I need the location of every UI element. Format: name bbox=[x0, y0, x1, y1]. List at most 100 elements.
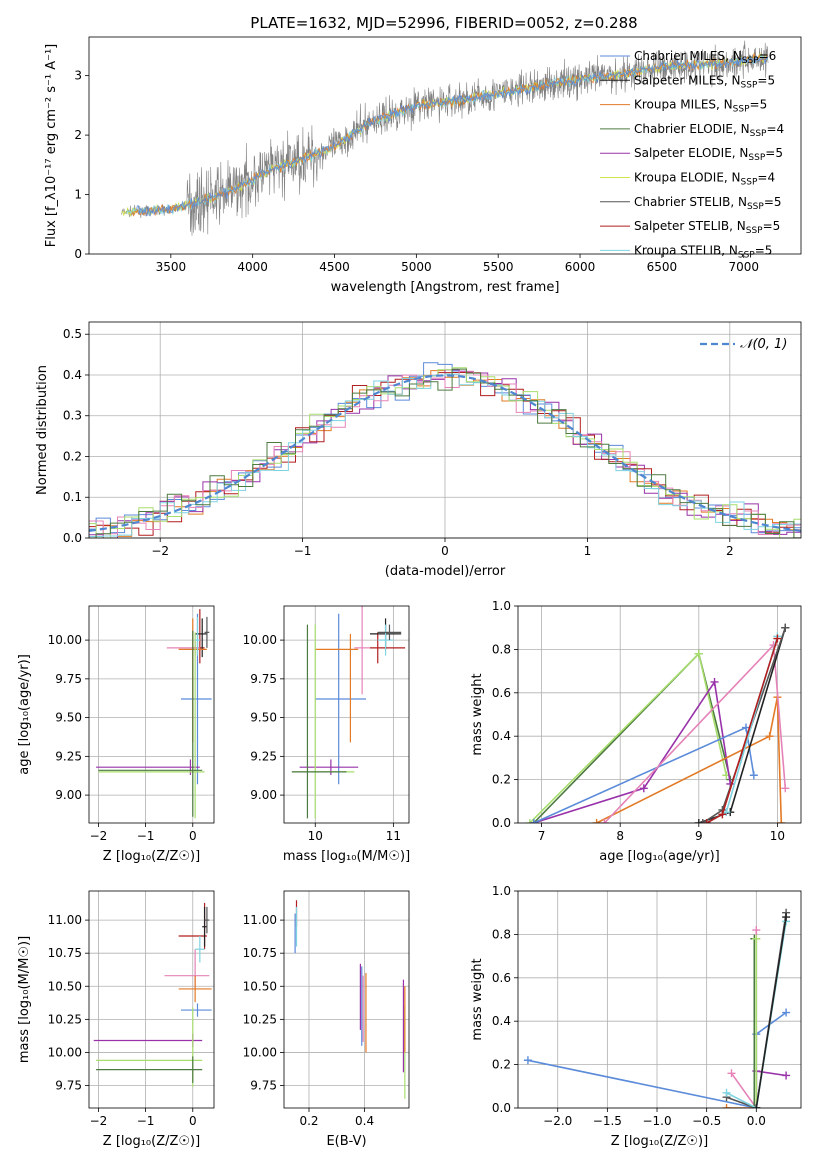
x-tick-label: 5500 bbox=[483, 260, 514, 274]
weight-marker bbox=[525, 819, 534, 823]
weight-marker bbox=[600, 819, 609, 823]
y-tick-label: 9.50 bbox=[55, 711, 82, 725]
weight-marker bbox=[694, 819, 703, 823]
y-axis-label: mass weight bbox=[470, 958, 485, 1040]
y-tick-label: 10.00 bbox=[243, 633, 277, 647]
y-tick-label: 9.00 bbox=[55, 788, 82, 802]
y-tick-label: 0 bbox=[74, 247, 82, 261]
axes-frame bbox=[88, 36, 802, 255]
weight-line bbox=[596, 696, 783, 823]
y-tick-label: 10.50 bbox=[243, 979, 277, 993]
weight-marker bbox=[752, 1104, 761, 1108]
weight-marker bbox=[710, 677, 719, 686]
axes-frame bbox=[283, 605, 410, 824]
weight-marker bbox=[781, 623, 790, 632]
x-tick-label: 10 bbox=[308, 829, 323, 843]
y-tick-label: 0.5 bbox=[63, 327, 82, 341]
weight-marker bbox=[765, 732, 774, 741]
y-tick-label: 9.75 bbox=[250, 1079, 277, 1093]
x-tick-label: 6000 bbox=[565, 260, 596, 274]
y-tick-label: 3 bbox=[74, 69, 82, 83]
y-axis-label: Flux [f_λ10⁻¹⁷ erg cm⁻² s⁻¹ A⁻¹] bbox=[44, 44, 59, 248]
x-tick-label: −0.5 bbox=[692, 1114, 721, 1128]
legend-entry: Chabrier MILES, NSSP=6 bbox=[634, 49, 776, 66]
x-axis-label: mass [log₁₀(M/M☉)] bbox=[283, 849, 410, 864]
y-tick-label: 1 bbox=[74, 188, 82, 202]
y-tick-label: 0.0 bbox=[492, 1101, 511, 1115]
x-axis-label: E(B-V) bbox=[326, 1134, 366, 1149]
weight-marker bbox=[523, 1056, 532, 1065]
x-tick-label: −1 bbox=[137, 1114, 155, 1128]
weight-marker bbox=[722, 1088, 731, 1097]
panel-mass_vs_EBV: 0.2 0.4 9.75 10.00 10.25 10.50 10.75 11.00 E(B-V… bbox=[243, 890, 410, 1149]
y-tick-label: 10.75 bbox=[243, 946, 277, 960]
legend-entry: Chabrier ELODIE, NSSP=4 bbox=[634, 122, 784, 139]
figure-title: PLATE=1632, MJD=52996, FIBERID=0052, z=0… bbox=[250, 14, 637, 32]
axes-frame bbox=[283, 890, 410, 1109]
x-tick-label: 0.0 bbox=[747, 1114, 766, 1128]
weight-marker bbox=[777, 819, 786, 823]
x-tick-label: 5000 bbox=[401, 260, 432, 274]
legend-entry: 𝒩(0, 1) bbox=[740, 337, 787, 352]
plot-area bbox=[89, 362, 801, 538]
legend-entry: Chabrier STELIB, NSSP=5 bbox=[634, 195, 782, 212]
x-tick-label: −2.0 bbox=[543, 1114, 572, 1128]
y-tick-label: 0.1 bbox=[63, 490, 82, 504]
y-tick-label: 0.6 bbox=[492, 686, 511, 700]
x-tick-label: 10 bbox=[770, 829, 785, 843]
legend: Chabrier MILES, NSSP=6 Salpeter MILES, NS… bbox=[600, 49, 784, 260]
plot-area bbox=[291, 606, 406, 819]
x-tick-label: 7 bbox=[538, 829, 546, 843]
histogram bbox=[89, 372, 801, 536]
x-axis-label: Z [log₁₀(Z/Z☉)] bbox=[611, 1134, 708, 1149]
axes-frame bbox=[88, 605, 215, 824]
panel-age_vs_Z: −2 −1 0 9.00 9.25 9.50 9.75 10.00 Z [log₁₀(Z/Z☉)… bbox=[17, 605, 215, 864]
panel-mass_vs_Z: −2 −1 0 9.75 10.00 10.25 10.50 10.75 11.00 Z [log… bbox=[17, 890, 215, 1149]
legend-entry: Salpeter ELODIE, NSSP=5 bbox=[634, 146, 783, 163]
x-tick-label: 0 bbox=[189, 829, 197, 843]
data-spectrum bbox=[121, 40, 769, 236]
weight-marker bbox=[529, 819, 538, 823]
x-tick-label: −1 bbox=[137, 829, 155, 843]
x-axis-label: Z [log₁₀(Z/Z☉)] bbox=[103, 1134, 200, 1149]
legend-entry: Kroupa ELODIE, NSSP=4 bbox=[634, 171, 775, 188]
weight-marker bbox=[722, 1104, 731, 1108]
x-tick-label: −2 bbox=[90, 1114, 108, 1128]
y-tick-label: 11.00 bbox=[243, 913, 277, 927]
weight-marker bbox=[782, 1071, 791, 1080]
x-tick-label: 4000 bbox=[237, 260, 268, 274]
plot-area bbox=[121, 40, 769, 236]
y-tick-label: 11.00 bbox=[48, 913, 82, 927]
weight-marker bbox=[750, 1104, 759, 1108]
x-axis-label: Z [log₁₀(Z/Z☉)] bbox=[103, 849, 200, 864]
y-tick-label: 9.75 bbox=[55, 672, 82, 686]
x-tick-label: 11 bbox=[386, 829, 401, 843]
y-tick-label: 10.25 bbox=[48, 1012, 82, 1026]
y-tick-label: 10.00 bbox=[48, 633, 82, 647]
legend-entry: Kroupa STELIB, NSSP=5 bbox=[634, 243, 772, 260]
y-axis-label: Normed distribution bbox=[35, 365, 50, 495]
y-tick-label: 0.4 bbox=[492, 729, 511, 743]
weight-marker bbox=[782, 913, 791, 922]
weight-marker bbox=[773, 634, 782, 643]
y-tick-label: 1.0 bbox=[492, 884, 511, 898]
y-tick-label: 0.2 bbox=[492, 773, 511, 787]
x-tick-label: 3500 bbox=[156, 260, 187, 274]
y-tick-label: 10.00 bbox=[48, 1045, 82, 1059]
weight-marker bbox=[639, 784, 648, 793]
y-tick-label: 1.0 bbox=[492, 599, 511, 613]
weight-marker bbox=[741, 723, 750, 732]
weight-line bbox=[755, 916, 787, 1108]
weight-line bbox=[533, 679, 732, 823]
weight-marker bbox=[781, 784, 790, 793]
y-tick-label: 9.00 bbox=[250, 788, 277, 802]
panel-residuals: −2 −1 0 1 2 0.0 0.1 0.2 0.3 0.4 0.5 (data-model)/er… bbox=[35, 321, 802, 579]
y-tick-label: 9.75 bbox=[55, 1079, 82, 1093]
y-tick-label: 9.25 bbox=[55, 749, 82, 763]
y-tick-label: 0.8 bbox=[492, 642, 511, 656]
y-tick-label: 10.75 bbox=[48, 946, 82, 960]
x-tick-label: 4500 bbox=[319, 260, 350, 274]
weight-marker bbox=[752, 926, 761, 935]
y-tick-label: 0.4 bbox=[63, 368, 82, 382]
y-tick-label: 10.50 bbox=[48, 979, 82, 993]
